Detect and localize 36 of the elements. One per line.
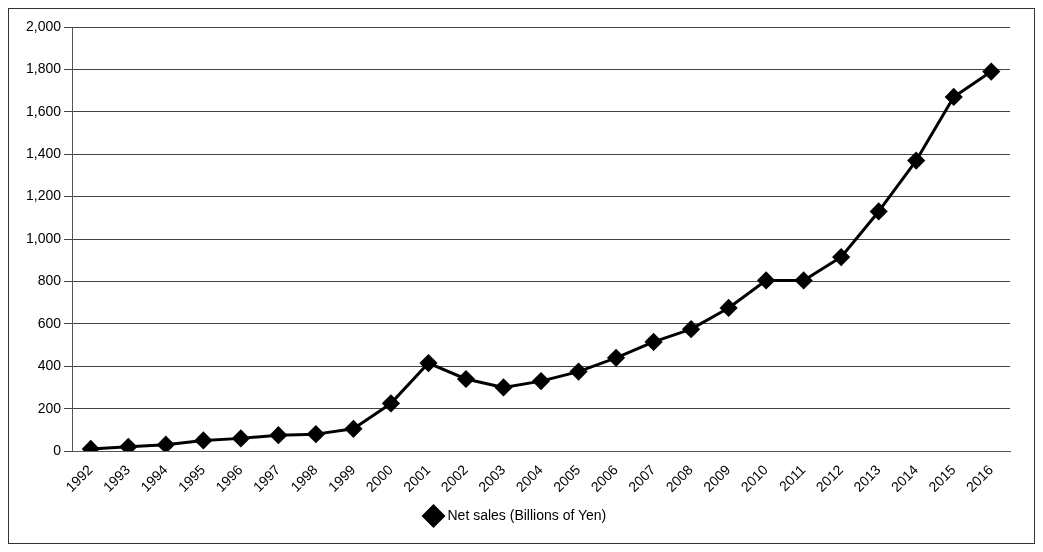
point xyxy=(907,152,925,170)
point xyxy=(795,271,813,289)
y-tick-label: 800 xyxy=(37,272,62,289)
point xyxy=(232,429,250,447)
point xyxy=(645,333,663,351)
point xyxy=(832,248,850,266)
legend-label: Net sales (Billions of Yen) xyxy=(447,506,607,523)
point xyxy=(194,432,212,449)
y-tick-label: 1,200 xyxy=(25,187,62,204)
y-tick-label: 1,600 xyxy=(25,102,62,119)
point xyxy=(945,88,963,106)
point xyxy=(682,320,700,338)
point xyxy=(495,378,512,396)
point xyxy=(157,436,175,452)
point xyxy=(720,299,738,317)
point xyxy=(419,354,437,372)
point xyxy=(870,202,888,220)
point xyxy=(982,63,1000,81)
point xyxy=(607,349,625,367)
y-tick-label: 0 xyxy=(53,441,62,458)
point xyxy=(307,425,325,443)
y-tick-label: 400 xyxy=(37,357,62,374)
point xyxy=(457,370,475,388)
y-tick-label: 1,800 xyxy=(25,60,62,77)
y-tick-label: 1,400 xyxy=(25,145,62,162)
y-tick-label: 600 xyxy=(37,314,62,331)
point xyxy=(382,394,400,412)
point xyxy=(119,438,137,452)
point xyxy=(757,271,775,289)
point xyxy=(570,363,588,381)
point xyxy=(532,372,550,390)
point xyxy=(269,426,287,444)
point xyxy=(344,420,362,438)
y-tick-label: 1,000 xyxy=(25,229,62,246)
y-tick-label: 2,000 xyxy=(25,17,62,34)
y-tick-label: 200 xyxy=(37,399,62,416)
